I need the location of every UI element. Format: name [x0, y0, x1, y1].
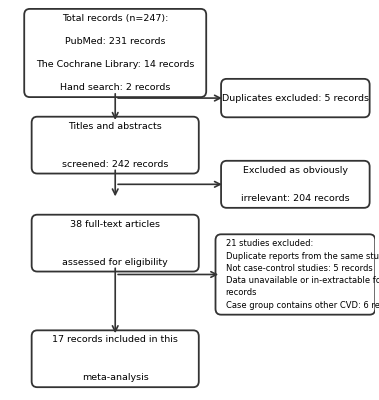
Text: Duplicates excluded: 5 records: Duplicates excluded: 5 records	[222, 94, 369, 102]
FancyBboxPatch shape	[216, 234, 375, 315]
Text: screened: 242 records: screened: 242 records	[62, 160, 168, 169]
FancyBboxPatch shape	[31, 330, 199, 387]
Text: Data unavailable or in-extractable for pooling: 8: Data unavailable or in-extractable for p…	[226, 276, 379, 285]
Text: 17 records included in this: 17 records included in this	[52, 335, 178, 344]
FancyBboxPatch shape	[24, 9, 206, 97]
Text: Hand search: 2 records: Hand search: 2 records	[60, 83, 171, 92]
Text: PubMed: 231 records: PubMed: 231 records	[65, 37, 166, 46]
Text: Case group contains other CVD: 6 records: Case group contains other CVD: 6 records	[226, 301, 379, 310]
Text: meta-analysis: meta-analysis	[82, 373, 149, 382]
Text: 38 full-text articles: 38 full-text articles	[70, 220, 160, 229]
Text: Total records (n=247):: Total records (n=247):	[62, 14, 168, 23]
Text: Not case-control studies: 5 records: Not case-control studies: 5 records	[226, 264, 372, 273]
Text: The Cochrane Library: 14 records: The Cochrane Library: 14 records	[36, 60, 194, 69]
FancyBboxPatch shape	[221, 161, 370, 208]
Text: Titles and abstracts: Titles and abstracts	[68, 122, 162, 131]
Text: 21 studies excluded:: 21 studies excluded:	[226, 239, 313, 248]
Text: Duplicate reports from the same study: 2 records: Duplicate reports from the same study: 2…	[226, 252, 379, 260]
Text: Excluded as obviously: Excluded as obviously	[243, 166, 348, 175]
FancyBboxPatch shape	[221, 79, 370, 117]
Text: assessed for eligibility: assessed for eligibility	[62, 258, 168, 267]
FancyBboxPatch shape	[31, 215, 199, 272]
FancyBboxPatch shape	[31, 117, 199, 174]
Text: irrelevant: 204 records: irrelevant: 204 records	[241, 194, 350, 203]
Text: records: records	[226, 288, 257, 298]
